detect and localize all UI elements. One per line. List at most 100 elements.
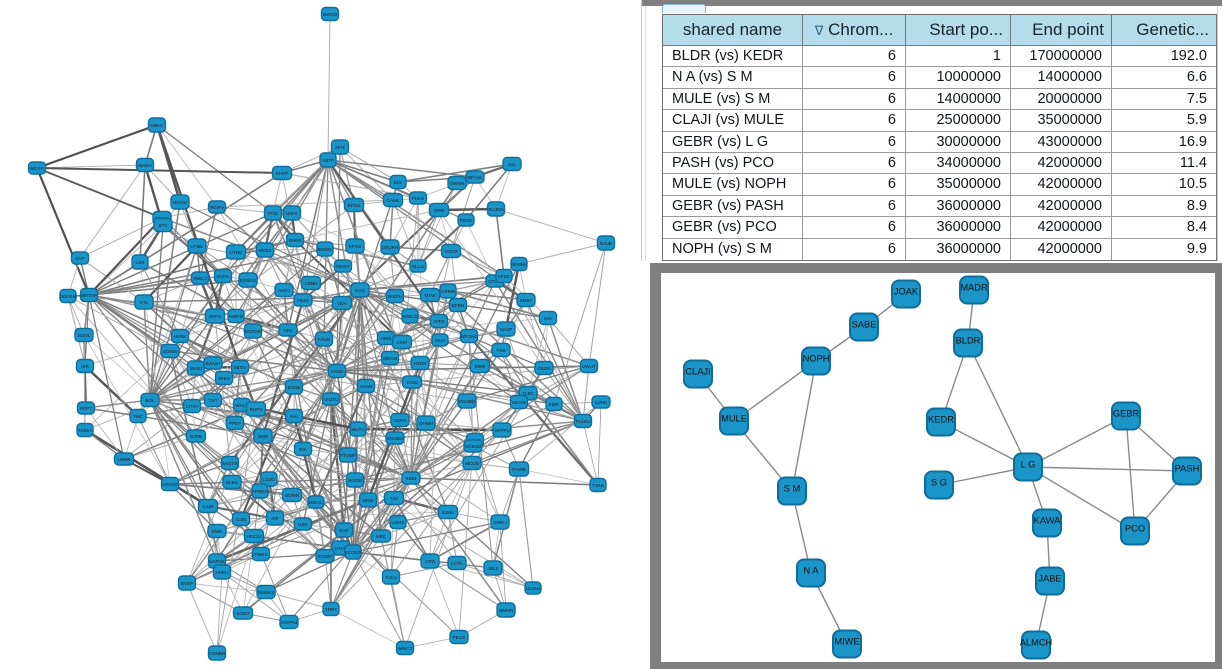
svg-text:UTVO: UTVO: [335, 546, 348, 551]
svg-text:HRJ: HRJ: [284, 328, 293, 333]
svg-text:KGWS: KGWS: [318, 554, 332, 559]
svg-text:SGMSI: SGMSI: [163, 349, 178, 354]
svg-text:JVFD: JVFD: [433, 319, 445, 324]
svg-text:TMC: TMC: [133, 414, 144, 419]
svg-text:MADR: MADR: [960, 282, 988, 292]
svg-text:PASH: PASH: [1175, 463, 1200, 473]
svg-text:KGS: KGS: [355, 288, 365, 293]
svg-text:SABE: SABE: [852, 319, 877, 329]
svg-text:S G: S G: [931, 477, 947, 487]
svg-text:LOJG: LOJG: [263, 477, 275, 482]
svg-text:VAJFL: VAJFL: [216, 274, 230, 279]
svg-text:CLAJI: CLAJI: [685, 366, 710, 376]
svg-text:ABTP: ABTP: [322, 158, 334, 163]
svg-text:SEGV: SEGV: [234, 365, 248, 370]
svg-text:EJAJH: EJAJH: [206, 361, 220, 366]
svg-text:ALMCH: ALMCH: [1020, 637, 1053, 647]
svg-text:GAML: GAML: [386, 198, 399, 203]
svg-text:DRW: DRW: [363, 498, 375, 503]
svg-text:EPSG: EPSG: [349, 244, 362, 249]
svg-text:TVAE: TVAE: [592, 483, 604, 488]
svg-text:NKWT: NKWT: [336, 264, 350, 269]
svg-text:FBJG: FBJG: [297, 298, 309, 303]
svg-text:MUTU: MUTU: [351, 427, 364, 432]
svg-text:BOL: BOL: [145, 398, 155, 403]
svg-text:MCUD: MCUD: [465, 461, 479, 466]
svg-text:AKDJ: AKDJ: [278, 288, 290, 293]
svg-text:TULEU: TULEU: [575, 419, 590, 424]
svg-text:AFIT: AFIT: [335, 145, 345, 150]
svg-text:EGDE: EGDE: [287, 385, 300, 390]
svg-text:MMMN: MMMN: [499, 608, 514, 613]
svg-text:JKEDR: JKEDR: [347, 478, 363, 483]
svg-text:MCNS: MCNS: [512, 400, 526, 405]
svg-text:CJJR: CJJR: [202, 504, 214, 509]
svg-text:NAI: NAI: [290, 414, 298, 419]
svg-text:OBKC: OBKC: [150, 123, 164, 128]
svg-text:HFCJU: HFCJU: [246, 534, 261, 539]
svg-text:MULE: MULE: [721, 413, 747, 423]
svg-text:VPPFU: VPPFU: [494, 428, 509, 433]
svg-text:PVWB: PVWB: [512, 467, 526, 472]
svg-text:MEEK: MEEK: [258, 248, 272, 253]
svg-text:UIA: UIA: [544, 316, 553, 321]
svg-text:GWKJ: GWKJ: [493, 520, 506, 525]
svg-text:GJIS: GJIS: [236, 517, 246, 522]
svg-text:TFSL: TFSL: [267, 211, 279, 216]
svg-text:AKNN: AKNN: [360, 384, 373, 389]
svg-text:TJV: TJV: [390, 496, 399, 501]
svg-text:SMR: SMR: [258, 434, 269, 439]
svg-text:UNNB: UNNB: [117, 457, 130, 462]
svg-text:APREG: APREG: [252, 489, 269, 494]
svg-text:BLDR: BLDR: [956, 335, 981, 345]
svg-text:S M: S M: [784, 483, 801, 493]
svg-text:BJRB: BJRB: [190, 434, 202, 439]
svg-text:BGOD: BGOD: [173, 200, 187, 205]
svg-text:WALC: WALC: [235, 403, 249, 408]
svg-text:N A: N A: [804, 565, 820, 575]
svg-text:GEBR: GEBR: [1113, 408, 1140, 418]
svg-text:JOAK: JOAK: [894, 286, 919, 296]
svg-text:L G: L G: [1021, 459, 1036, 469]
svg-text:EDIK: EDIK: [549, 402, 561, 407]
svg-text:JREN: JREN: [218, 376, 230, 381]
svg-text:TNNT: TNNT: [325, 607, 337, 612]
svg-text:KONBR: KONBR: [209, 651, 226, 656]
svg-text:FEB: FEB: [497, 348, 506, 353]
svg-text:MBC: MBC: [376, 534, 387, 539]
svg-text:DOOBH: DOOBH: [387, 436, 404, 441]
svg-text:MADH: MADH: [138, 163, 152, 168]
svg-text:BLV: BLV: [394, 180, 403, 185]
svg-text:HSFPM: HSFPM: [281, 620, 297, 625]
svg-text:NLLG: NLLG: [412, 264, 424, 269]
svg-text:WWCT: WWCT: [398, 646, 413, 651]
svg-text:JABE: JABE: [1038, 573, 1061, 583]
svg-text:DRW: DRW: [434, 208, 446, 213]
svg-text:VFDC: VFDC: [498, 274, 511, 279]
svg-text:CHFP: CHFP: [276, 171, 289, 176]
svg-text:GGUBD: GGUBD: [459, 399, 477, 404]
svg-text:IRBCJ: IRBCJ: [193, 276, 206, 281]
svg-text:LCTA: LCTA: [451, 561, 463, 566]
svg-text:EBW: EBW: [475, 364, 486, 369]
svg-text:FALW: FALW: [318, 337, 331, 342]
svg-text:SIUV: SIUV: [435, 338, 447, 343]
svg-text:MIWE: MIWE: [834, 636, 859, 646]
svg-text:PFPT: PFPT: [80, 406, 92, 411]
svg-text:HTEN: HTEN: [414, 361, 427, 366]
svg-text:IEF: IEF: [271, 516, 278, 521]
svg-text:SAUP: SAUP: [500, 327, 513, 332]
svg-text:BVEP: BVEP: [181, 581, 193, 586]
svg-text:MABJ: MABJ: [190, 366, 202, 371]
svg-text:HRIB: HRIB: [381, 336, 392, 341]
svg-text:FTUMF: FTUMF: [340, 453, 356, 458]
svg-text:RDIPV: RDIPV: [210, 205, 225, 210]
svg-text:SMBF: SMBF: [520, 298, 533, 303]
svg-text:MFAUL: MFAUL: [467, 175, 483, 180]
svg-text:SUOL: SUOL: [78, 333, 91, 338]
svg-text:WHTVF: WHTVF: [81, 293, 98, 298]
svg-text:DFFS: DFFS: [209, 314, 221, 319]
svg-text:EUJKN: EUJKN: [488, 207, 503, 212]
svg-text:PPEF: PPEF: [229, 421, 241, 426]
svg-text:LSKIE: LSKIE: [391, 520, 404, 525]
